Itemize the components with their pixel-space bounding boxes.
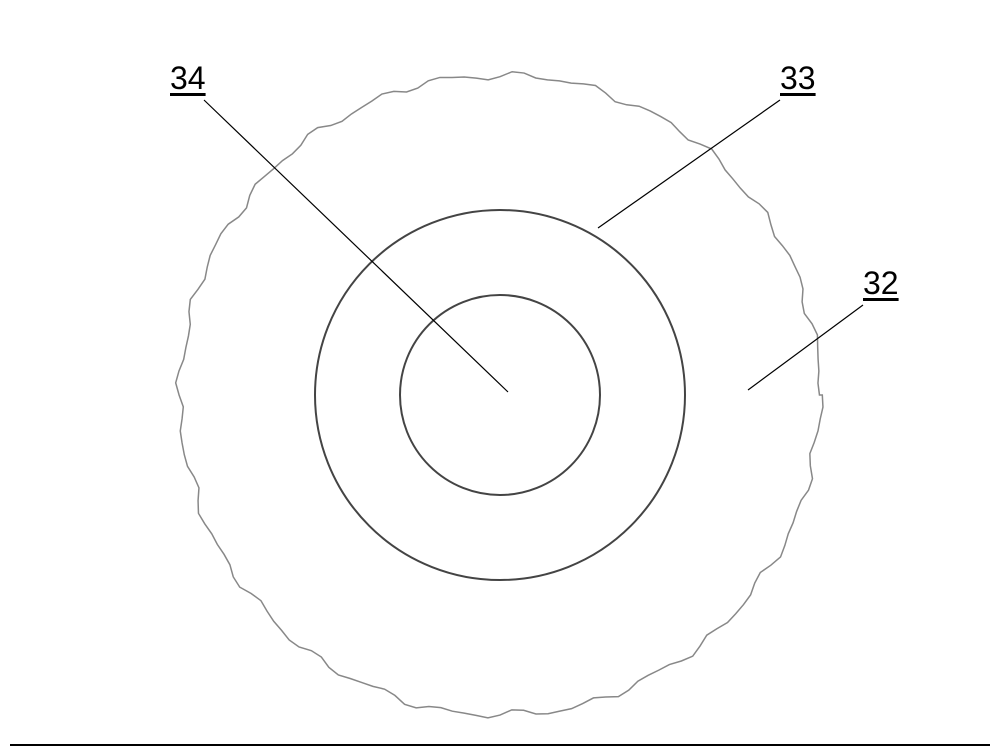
leader-line-33 [598,100,780,228]
diagram-canvas [0,0,1000,756]
label-33: 33 [780,60,816,97]
inner-circle [400,295,600,495]
outer-wavy-circle [176,72,823,718]
label-32: 32 [863,265,899,302]
label-34: 34 [170,60,206,97]
leader-line-32 [748,305,863,390]
middle-circle [315,210,685,580]
leader-line-34 [204,100,508,392]
